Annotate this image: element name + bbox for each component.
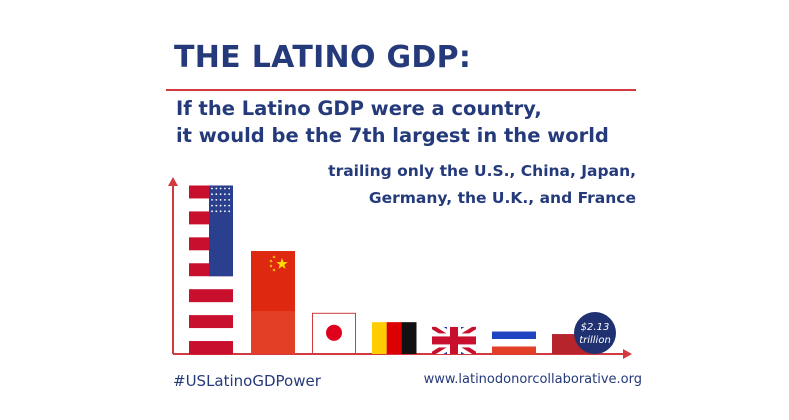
y-axis-arrow [168,177,178,186]
bar-japan [312,312,356,354]
value-badge-unit: trillion [579,335,611,346]
x-axis-arrow [623,349,632,359]
page-title: THE LATINO GDP: [174,40,472,75]
bar-united-states [189,185,233,355]
note-line-1: trailing only the U.S., China, Japan, [328,162,636,180]
title-divider [166,89,636,91]
bar-france [492,331,536,355]
subtitle-line-2: it would be the 7th largest in the world [176,124,609,147]
hashtag-label: #USLatinoGDPower [173,372,321,390]
value-badge-amount: $2.13 [581,322,610,333]
bar-germany [372,322,417,354]
subtitle-line-1: If the Latino GDP were a country, [176,97,542,120]
website-link[interactable]: www.latinodonorcollaborative.org [423,372,642,387]
bar-china [251,251,295,354]
bar-united-kingdom [432,326,476,355]
note-line-2: Germany, the U.K., and France [368,189,636,207]
value-badge [574,312,616,355]
